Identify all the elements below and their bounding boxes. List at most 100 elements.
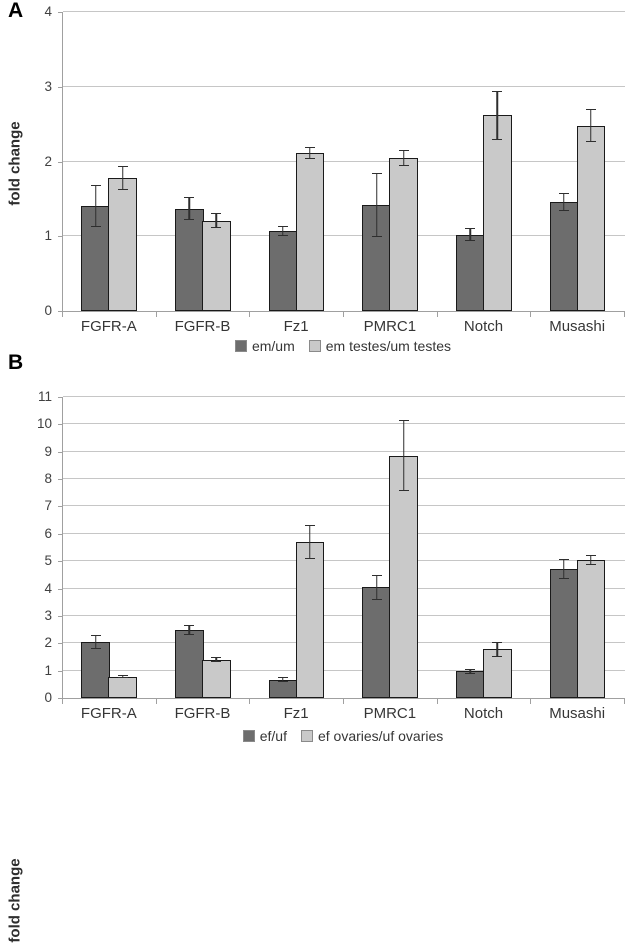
bar-Notch-series-2 bbox=[483, 115, 512, 311]
y-tick-label: 7 bbox=[44, 498, 52, 514]
panel-a-letter: A bbox=[8, 0, 24, 22]
legend-label: em testes/um testes bbox=[325, 338, 452, 354]
bar-Musashi-series-2 bbox=[576, 559, 606, 698]
error-bar-line bbox=[402, 421, 405, 491]
legend-item: ef/uf bbox=[242, 728, 287, 744]
x-category-label: Notch bbox=[463, 705, 504, 722]
error-bar bbox=[465, 668, 476, 675]
x-category-label: Notch bbox=[463, 318, 504, 335]
gridline bbox=[63, 11, 625, 12]
y-tick-label: 2 bbox=[44, 153, 52, 169]
panel-a-legend: em/um em testes/um testes bbox=[62, 338, 624, 354]
error-bar bbox=[117, 166, 128, 190]
error-bar bbox=[277, 225, 288, 237]
x-tick-mark bbox=[155, 312, 157, 317]
x-tick-mark bbox=[249, 699, 251, 704]
error-bar-line bbox=[94, 186, 97, 227]
error-bar bbox=[492, 90, 503, 140]
panel-b: B fold change ef/uf ef ovaries/uf ovaries… bbox=[0, 352, 630, 943]
error-bar-line bbox=[121, 676, 124, 678]
x-tick-mark bbox=[530, 699, 532, 704]
y-tick-label: 11 bbox=[37, 389, 52, 404]
error-bar-line bbox=[188, 625, 190, 634]
gridline bbox=[63, 560, 625, 562]
error-bar bbox=[371, 574, 382, 600]
error-bar-line bbox=[309, 147, 311, 158]
bar-PMRC1-series-2 bbox=[389, 455, 418, 698]
y-tick-label: 10 bbox=[36, 416, 52, 432]
error-bar bbox=[585, 554, 596, 565]
y-tick-mark bbox=[58, 643, 62, 645]
error-bar bbox=[211, 656, 222, 663]
bar-Fz1-series-2 bbox=[295, 542, 325, 698]
x-tick-mark bbox=[624, 699, 625, 704]
error-bar-line bbox=[375, 575, 378, 599]
error-bar-line bbox=[309, 526, 311, 558]
bar-FGFR-B-series-1 bbox=[175, 629, 204, 698]
x-category-label: Fz1 bbox=[283, 318, 309, 335]
error-bar bbox=[184, 624, 195, 635]
y-tick-mark bbox=[58, 236, 62, 238]
gridline bbox=[63, 450, 625, 452]
y-tick-label: 2 bbox=[44, 635, 52, 651]
error-bar-line bbox=[563, 559, 565, 578]
y-tick-mark bbox=[58, 161, 62, 163]
y-tick-mark bbox=[58, 615, 62, 617]
bar-Fz1-series-2 bbox=[295, 152, 325, 311]
y-tick-label: 9 bbox=[44, 443, 52, 459]
x-category-label: Musashi bbox=[549, 318, 606, 335]
error-bar bbox=[211, 213, 222, 229]
error-bar-line bbox=[469, 229, 471, 241]
y-tick-mark bbox=[58, 698, 62, 699]
panel-a: A fold change em/um em testes/um testes 0… bbox=[0, 0, 630, 354]
error-bar-line bbox=[94, 636, 97, 648]
y-tick-label: 6 bbox=[44, 525, 52, 541]
error-bar bbox=[90, 185, 101, 228]
bar-Musashi-series-1 bbox=[549, 201, 579, 311]
y-tick-mark bbox=[58, 12, 62, 13]
error-bar-line bbox=[402, 150, 405, 165]
error-bar-line bbox=[469, 669, 471, 674]
y-tick-mark bbox=[58, 506, 62, 508]
error-bar-line bbox=[282, 678, 284, 681]
error-bar-line bbox=[188, 198, 190, 219]
panel-b-y-axis-title: fold change bbox=[6, 858, 24, 943]
legend-swatch-series-1 bbox=[242, 730, 255, 742]
error-bar-line bbox=[590, 110, 592, 142]
error-bar-line bbox=[496, 642, 498, 656]
error-bar bbox=[398, 420, 409, 492]
y-tick-mark bbox=[58, 86, 62, 88]
error-bar bbox=[117, 675, 128, 679]
legend-label: em/um bbox=[251, 338, 295, 354]
error-bar-line bbox=[375, 173, 378, 236]
x-tick-mark bbox=[343, 699, 344, 704]
x-tick-mark bbox=[62, 699, 63, 704]
bar-Fz1-series-1 bbox=[268, 231, 298, 311]
bar-FGFR-B-series-2 bbox=[202, 659, 231, 698]
y-tick-label: 0 bbox=[44, 690, 52, 705]
error-bar-line bbox=[590, 555, 592, 564]
error-bar-line bbox=[563, 193, 565, 210]
legend-label: ef/uf bbox=[259, 728, 287, 744]
y-tick-label: 4 bbox=[44, 580, 52, 596]
gridline bbox=[63, 614, 625, 616]
gridline bbox=[63, 587, 625, 589]
y-tick-label: 5 bbox=[44, 553, 52, 569]
y-tick-mark bbox=[58, 424, 62, 426]
bar-Musashi-series-2 bbox=[576, 125, 606, 311]
legend-label: ef ovaries/uf ovaries bbox=[317, 728, 444, 744]
panel-a-plot-area bbox=[62, 11, 625, 312]
y-tick-mark bbox=[58, 670, 62, 672]
bar-FGFR-A-series-1 bbox=[81, 641, 110, 698]
bar-FGFR-B-series-2 bbox=[202, 220, 231, 311]
x-tick-mark bbox=[155, 699, 157, 704]
y-tick-mark bbox=[58, 533, 62, 535]
bar-FGFR-B-series-1 bbox=[175, 208, 204, 311]
error-bar bbox=[277, 677, 288, 682]
y-tick-label: 3 bbox=[44, 78, 52, 94]
y-tick-label: 1 bbox=[44, 662, 52, 678]
x-tick-mark bbox=[62, 312, 63, 317]
x-tick-mark bbox=[436, 312, 438, 317]
error-bar-line bbox=[282, 226, 284, 236]
y-tick-label: 1 bbox=[44, 228, 52, 244]
